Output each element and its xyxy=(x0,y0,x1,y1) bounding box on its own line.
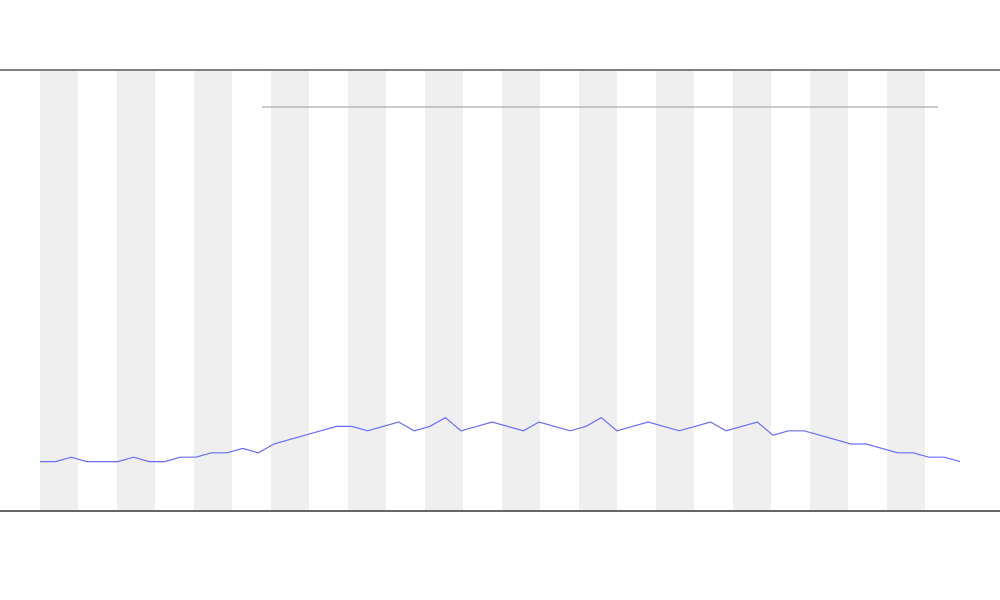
band xyxy=(579,71,617,510)
band xyxy=(502,71,540,510)
band xyxy=(425,71,463,510)
band xyxy=(656,71,694,510)
background-bands xyxy=(40,71,925,510)
band xyxy=(194,71,232,510)
band xyxy=(40,71,78,510)
data-line xyxy=(40,416,961,463)
band xyxy=(117,71,155,510)
band xyxy=(348,71,386,510)
band xyxy=(733,71,771,510)
band xyxy=(887,71,925,510)
band xyxy=(810,71,848,510)
band xyxy=(271,71,309,510)
